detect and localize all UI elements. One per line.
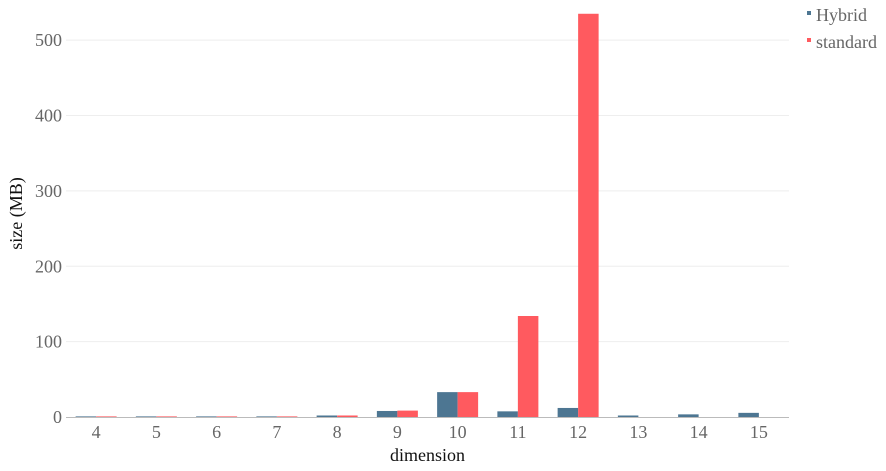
- y-axis-title: size (MB): [6, 177, 27, 249]
- legend-label-standard: standard: [816, 32, 877, 52]
- x-tick-label: 13: [629, 422, 647, 442]
- y-tick-label: 400: [35, 106, 62, 126]
- bar-hybrid-14[interactable]: [678, 414, 699, 417]
- bar-hybrid-4[interactable]: [75, 416, 97, 417]
- x-tick-label: 15: [750, 422, 768, 442]
- x-tick-label: 7: [272, 422, 281, 442]
- bar-standard-10[interactable]: [457, 392, 479, 417]
- x-tick-label: 6: [212, 422, 221, 442]
- x-tick-labels: 4 5 6 7 8 9 10 11 12 13 14 15: [92, 422, 768, 442]
- legend-swatch-standard: [807, 38, 811, 42]
- bar-hybrid-10[interactable]: [437, 392, 458, 417]
- bar-standard-9[interactable]: [397, 410, 418, 417]
- x-tick-label: 10: [449, 422, 467, 442]
- bar-hybrid-11[interactable]: [497, 411, 518, 417]
- legend: Hybrid standard: [807, 5, 877, 52]
- bar-hybrid-6[interactable]: [196, 416, 217, 417]
- y-tick-label: 100: [35, 332, 62, 352]
- x-tick-label: 12: [569, 422, 587, 442]
- x-tick-label: 11: [509, 422, 526, 442]
- bar-hybrid-13[interactable]: [617, 415, 639, 417]
- y-tick-label: 300: [35, 181, 62, 201]
- x-axis-title: dimension: [390, 445, 465, 465]
- bar-standard-4[interactable]: [96, 416, 117, 417]
- bar-standard-12[interactable]: [578, 13, 599, 417]
- bar-hybrid-5[interactable]: [135, 416, 157, 417]
- bar-hybrid-7[interactable]: [256, 416, 277, 417]
- y-tick-label: 0: [53, 407, 62, 427]
- bar-standard-5[interactable]: [156, 416, 177, 417]
- legend-item-standard[interactable]: standard: [807, 32, 877, 52]
- grid-lines: [66, 39, 789, 343]
- bar-standard-11[interactable]: [517, 316, 539, 417]
- x-tick-label: 14: [690, 422, 708, 442]
- bars: [75, 13, 759, 417]
- bar-hybrid-15[interactable]: [738, 412, 759, 417]
- y-tick-labels: 0 100 200 300 400 500: [35, 30, 62, 427]
- legend-label-hybrid: Hybrid: [816, 5, 867, 25]
- x-tick-label: 4: [92, 422, 101, 442]
- y-tick-label: 500: [35, 30, 62, 50]
- bar-hybrid-12[interactable]: [557, 407, 579, 417]
- x-tick-label: 8: [333, 422, 342, 442]
- bar-standard-6[interactable]: [216, 416, 238, 417]
- y-tick-label: 200: [35, 256, 62, 276]
- x-tick-label: 9: [393, 422, 402, 442]
- bar-standard-7[interactable]: [276, 416, 298, 417]
- legend-swatch-hybrid: [807, 11, 811, 15]
- legend-item-hybrid[interactable]: Hybrid: [807, 5, 867, 25]
- x-tick-label: 5: [152, 422, 161, 442]
- bar-hybrid-8[interactable]: [316, 415, 338, 417]
- bar-hybrid-9[interactable]: [376, 410, 398, 417]
- bar-standard-8[interactable]: [337, 415, 358, 417]
